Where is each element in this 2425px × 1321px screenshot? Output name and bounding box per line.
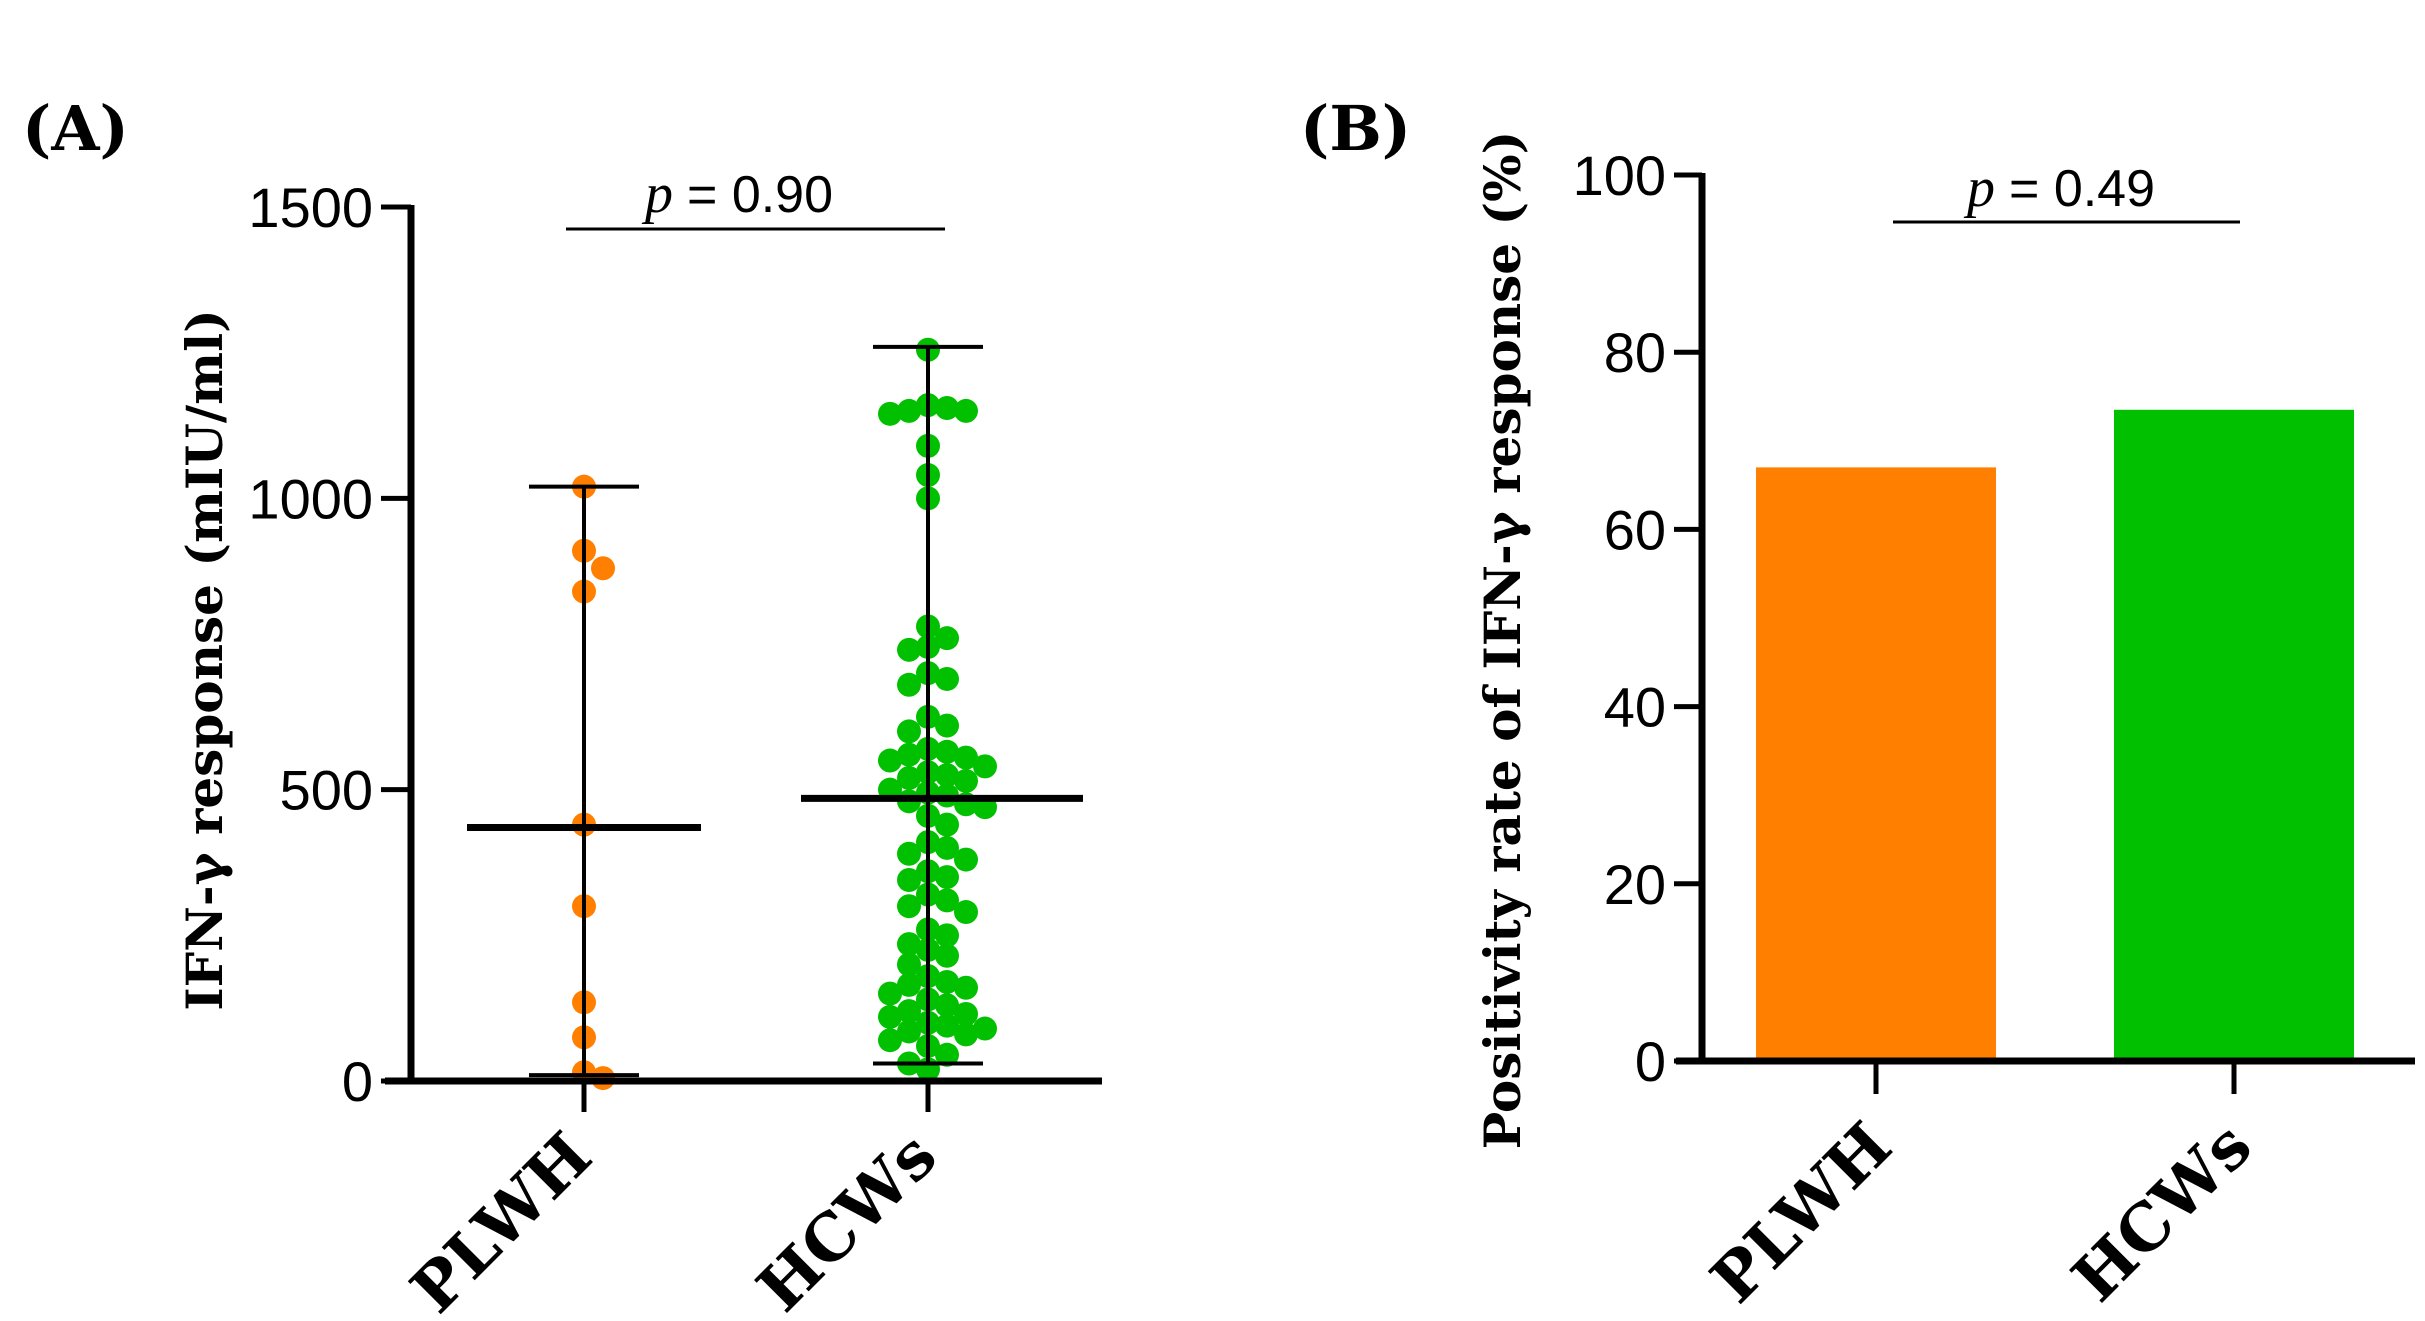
panel-a-point-hcws xyxy=(897,742,921,767)
panel-a-point-hcws xyxy=(935,739,959,764)
panel-a-point-hcws xyxy=(878,981,902,1006)
panel-b-category-hcws: HCWs xyxy=(2058,1108,2266,1316)
panel-a-point-hcws xyxy=(935,1013,959,1038)
panel-a-point-hcws xyxy=(897,1019,921,1044)
panel-a-point-hcws xyxy=(954,398,978,423)
panel-a-point-hcws xyxy=(897,952,921,977)
panel-a-point-hcws xyxy=(954,847,978,872)
panel-a-point-hcws xyxy=(897,972,921,997)
panel-b: (B) Positivity rate of IFN-γ response (%… xyxy=(1300,92,2415,1318)
panel-a-point-hcws xyxy=(897,766,921,791)
panel-a-y-tick-label: 1000 xyxy=(248,467,373,530)
panel-a-point-hcws xyxy=(935,835,959,860)
panel-a-point-hcws xyxy=(897,841,921,866)
panel-b-y-tick-label: 20 xyxy=(1604,853,1666,916)
panel-b-y-axis-label: Positivity rate of IFN-γ response (%) xyxy=(1473,131,1532,1150)
panel-a-point-hcws xyxy=(935,666,959,691)
panel-b-p-value: = 0.49 xyxy=(2009,160,2155,218)
panel-a-point-hcws xyxy=(935,626,959,651)
panel-a-point-hcws xyxy=(897,867,921,892)
panel-a-point-hcws xyxy=(897,398,921,423)
panel-a-point-hcws xyxy=(935,923,959,948)
panel-a-point-hcws xyxy=(935,396,959,421)
panel-b-bar-plwh xyxy=(1756,467,1996,1061)
panel-b-y-tick-label: 60 xyxy=(1604,498,1666,561)
panel-a-point-hcws xyxy=(954,900,978,925)
panel-a-p-symbol: p xyxy=(641,163,673,225)
panel-a-point-hcws xyxy=(954,745,978,770)
panel-a-point-hcws xyxy=(935,888,959,913)
panel-a-point-hcws xyxy=(954,1001,978,1026)
panel-a-category-hcws: HCWs xyxy=(743,1118,951,1321)
panel-a-point-hcws xyxy=(897,637,921,662)
panel-a-point-hcws xyxy=(935,943,959,968)
panel-a-point-hcws xyxy=(897,719,921,744)
panel-a-point-hcws xyxy=(935,969,959,994)
panel-a-point-hcws xyxy=(897,894,921,919)
panel-a-point-hcws xyxy=(878,1028,902,1053)
panel-b-category-plwh: PLWH xyxy=(1697,1108,1906,1317)
panel-b-bar-hcws xyxy=(2114,409,2354,1061)
panel-a-point-hcws xyxy=(954,768,978,793)
panel-a-point-hcws xyxy=(973,1016,997,1041)
panel-a-y-axis-label: IFN-γ response (mIU/ml) xyxy=(175,309,234,1010)
panel-a-category-plwh: PLWH xyxy=(397,1118,606,1321)
panel-a-point-hcws xyxy=(935,713,959,738)
panel-b-y-tick-label: 40 xyxy=(1604,676,1666,739)
panel-a-y-tick-label: 0 xyxy=(342,1050,373,1113)
panel-a-y-tick-label: 500 xyxy=(280,759,373,822)
panel-b-y-tick-label: 80 xyxy=(1604,321,1666,384)
panel-b-p-symbol: p xyxy=(1963,157,1995,219)
panel-a-point-hcws xyxy=(878,1004,902,1029)
panel-a-point-hcws xyxy=(897,672,921,697)
panel-a-point-hcws xyxy=(935,812,959,837)
panel-b-y-tick-label: 0 xyxy=(1635,1030,1666,1093)
panel-a-point-hcws xyxy=(935,993,959,1018)
panel-a-point-hcws xyxy=(935,865,959,890)
panel-a-point-hcws xyxy=(878,401,902,426)
panel-a-point-hcws xyxy=(954,975,978,1000)
panel-b-label: (B) xyxy=(1300,92,1411,165)
panel-b-p-annotation: p = 0.49 xyxy=(1963,157,2155,219)
panel-a-label: (A) xyxy=(22,92,129,165)
panel-b-y-tick-label: 100 xyxy=(1573,144,1666,207)
panel-a-point-hcws xyxy=(935,1042,959,1067)
panel-a-point-plwh xyxy=(591,556,615,581)
panel-a-point-hcws xyxy=(973,754,997,779)
panel-a-point-hcws xyxy=(954,1022,978,1047)
panel-a-point-hcws xyxy=(935,763,959,788)
panel-a-y-tick-label: 1500 xyxy=(248,176,373,239)
panel-a-point-hcws xyxy=(897,999,921,1024)
panel-a: (A) IFN-γ response (mIU/ml) 0 500 1000 1500… xyxy=(22,92,1102,1321)
panel-a-point-hcws xyxy=(897,932,921,957)
panel-a-p-annotation: p = 0.90 xyxy=(641,163,833,225)
panel-a-p-value: = 0.90 xyxy=(687,166,833,224)
panel-a-point-hcws xyxy=(878,748,902,773)
